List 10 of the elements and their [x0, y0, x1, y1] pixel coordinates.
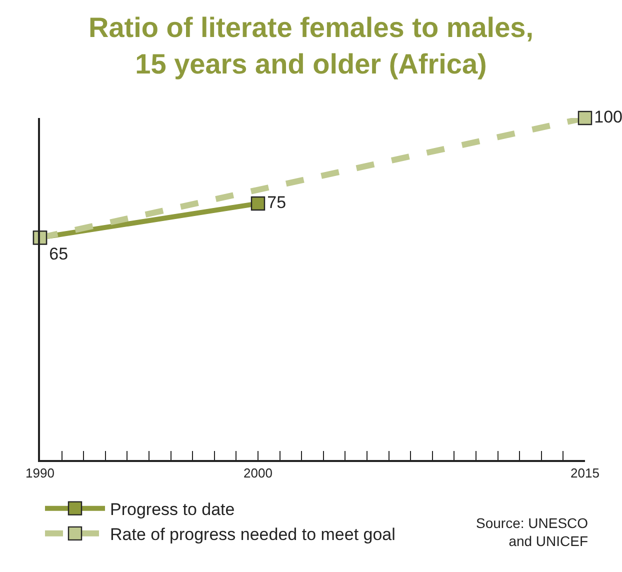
legend-label: Rate of progress needed to meet goal	[110, 525, 396, 544]
x-tick-label: 2000	[244, 466, 272, 481]
data-label: 65	[49, 244, 68, 264]
data-label: 100	[594, 107, 622, 126]
legend-label: Progress to date	[110, 500, 235, 519]
x-tick-label: 1990	[26, 466, 54, 481]
source-note: Source: UNESCO and UNICEF	[476, 515, 588, 550]
chart-title: Ratio of literate females to males, 15 years and older (Africa)	[88, 12, 534, 80]
x-tick-label: 2015	[570, 466, 600, 481]
data-label: 75	[267, 192, 286, 212]
